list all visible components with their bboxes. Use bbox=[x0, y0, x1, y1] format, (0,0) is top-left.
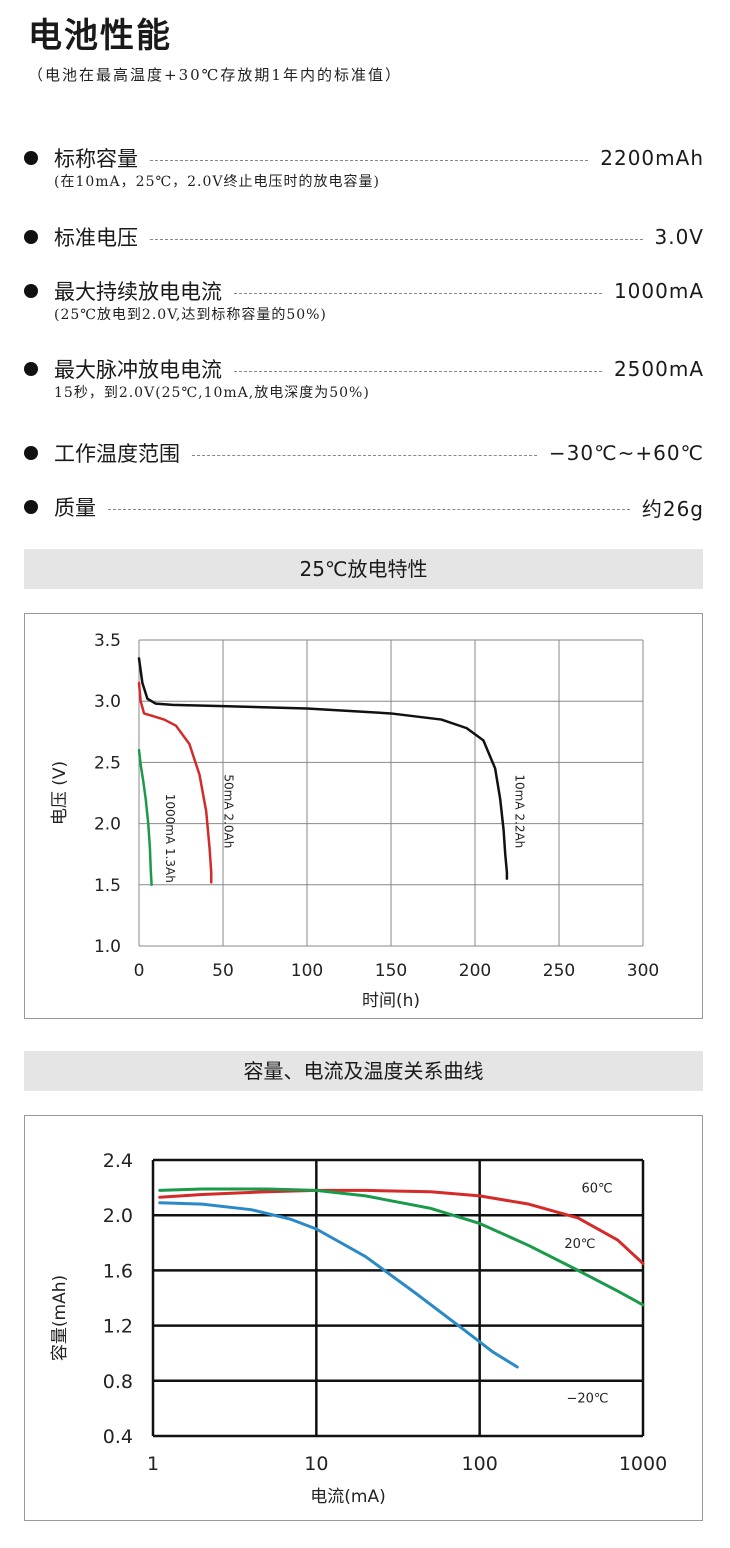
bullet-icon bbox=[24, 446, 38, 460]
x-tick-label: 10 bbox=[304, 1453, 328, 1475]
spec-item-operating-temperature: 工作温度范围 −30℃~+60℃ bbox=[24, 438, 704, 468]
series-line bbox=[158, 1201, 519, 1369]
y-tick-label: 1.6 bbox=[103, 1260, 133, 1282]
spec-value: 约26g bbox=[641, 496, 704, 521]
y-tick-label: 1.5 bbox=[94, 876, 121, 896]
series-label: 20℃ bbox=[564, 1237, 595, 1252]
spec-item-max-pulse-current: 最大脉冲放电电流 2500mA 15秒，到2.0V(25℃,10mA,放电深度为… bbox=[24, 354, 704, 402]
y-tick-label: 3.0 bbox=[94, 692, 121, 712]
y-tick-label: 0.4 bbox=[103, 1426, 133, 1448]
bullet-icon bbox=[24, 151, 38, 165]
y-tick-label: 1.2 bbox=[103, 1316, 133, 1338]
x-tick-label: 1000 bbox=[619, 1453, 667, 1475]
y-tick-label: 2.5 bbox=[94, 753, 121, 773]
spec-label: 工作温度范围 bbox=[54, 442, 180, 466]
y-tick-label: 1.0 bbox=[94, 937, 121, 957]
spec-note: (25℃放电到2.0V,达到标称容量的50%) bbox=[54, 307, 327, 323]
spec-item-capacity: 标称容量 2200mAh (在10mA，25℃，2.0V终止电压时的放电容量) bbox=[24, 143, 704, 191]
spec-label: 标称容量 bbox=[54, 147, 138, 171]
x-tick-label: 0 bbox=[134, 961, 145, 981]
spec-value: 1000mA bbox=[613, 279, 704, 303]
chart-frame-discharge: 0 50 100 150 200 250 300 3.5 3.0 2.5 2.0 1.5 1.0 时间(h… bbox=[24, 613, 703, 1019]
y-tick-label: 2.4 bbox=[103, 1150, 133, 1172]
series-line bbox=[137, 681, 213, 884]
chart-frame-capacity: 1 10 100 1000 2.4 2.0 1.6 1.2 0.8 0.4 电流(mA) 容量(mAh… bbox=[24, 1115, 703, 1521]
leader-dots bbox=[108, 508, 630, 510]
y-tick-label: 3.5 bbox=[94, 631, 121, 651]
series-line bbox=[137, 748, 153, 887]
spec-label: 标准电压 bbox=[54, 226, 138, 250]
bullet-icon bbox=[24, 230, 38, 244]
series-label: 60℃ bbox=[581, 1182, 612, 1197]
page-title: 电池性能 bbox=[28, 16, 172, 56]
spec-value: 2200mAh bbox=[600, 146, 704, 170]
series-label: 1000mA 1.3Ah bbox=[163, 794, 177, 883]
spec-value: −30℃~+60℃ bbox=[548, 441, 704, 465]
leader-dots bbox=[192, 454, 537, 456]
y-tick-label: 0.8 bbox=[103, 1371, 133, 1393]
spec-item-max-continuous-current: 最大持续放电电流 1000mA (25℃放电到2.0V,达到标称容量的50%) bbox=[24, 276, 704, 324]
leader-dots bbox=[234, 292, 602, 294]
x-tick-label: 100 bbox=[462, 1453, 498, 1475]
bullet-icon bbox=[24, 500, 38, 514]
x-tick-label: 250 bbox=[543, 961, 575, 981]
spec-value: 3.0V bbox=[654, 225, 704, 249]
series-label: 10mA 2.2Ah bbox=[512, 774, 526, 848]
x-axis-label: 时间(h) bbox=[362, 991, 420, 1011]
capacity-chart: 1 10 100 1000 2.4 2.0 1.6 1.2 0.8 0.4 电流(mA) 容量(mAh… bbox=[50, 1150, 667, 1507]
series-line bbox=[158, 1187, 645, 1307]
chart-banner-discharge: 25℃放电特性 bbox=[24, 549, 703, 589]
x-tick-label: 50 bbox=[212, 961, 234, 981]
page-subtitle: （电池在最高温度+30℃存放期1年内的标准值） bbox=[28, 66, 402, 84]
spec-item-voltage: 标准电压 3.0V bbox=[24, 222, 704, 252]
discharge-chart: 0 50 100 150 200 250 300 3.5 3.0 2.5 2.0 1.5 1.0 时间(h… bbox=[50, 631, 659, 1011]
spec-value: 2500mA bbox=[613, 357, 704, 381]
spec-note: 15秒，到2.0V(25℃,10mA,放电深度为50%) bbox=[54, 385, 370, 401]
x-tick-label: 100 bbox=[291, 961, 323, 981]
x-axis-label: 电流(mA) bbox=[310, 1487, 385, 1507]
series-label: 50mA 2.0Ah bbox=[222, 774, 236, 848]
leader-dots bbox=[150, 159, 589, 161]
spec-label: 最大脉冲放电电流 bbox=[54, 358, 222, 382]
spec-label: 最大持续放电电流 bbox=[54, 280, 222, 304]
y-tick-label: 2.0 bbox=[103, 1205, 133, 1227]
bullet-icon bbox=[24, 284, 38, 298]
spec-note: (在10mA，25℃，2.0V终止电压时的放电容量) bbox=[54, 174, 380, 190]
bullet-icon bbox=[24, 362, 38, 376]
x-tick-label: 200 bbox=[459, 961, 491, 981]
spec-item-weight: 质量 约26g bbox=[24, 492, 704, 522]
chart-banner-capacity: 容量、电流及温度关系曲线 bbox=[24, 1051, 703, 1091]
x-tick-label: 300 bbox=[627, 961, 659, 981]
x-tick-label: 1 bbox=[147, 1453, 159, 1475]
series-line bbox=[158, 1188, 645, 1265]
spec-label: 质量 bbox=[54, 496, 96, 520]
leader-dots bbox=[234, 370, 602, 372]
series-line bbox=[137, 657, 509, 880]
y-axis-label: 电压 (V) bbox=[50, 761, 70, 825]
leader-dots bbox=[150, 238, 643, 240]
y-tick-label: 2.0 bbox=[94, 815, 121, 835]
y-axis-label: 容量(mAh) bbox=[50, 1275, 70, 1361]
x-tick-label: 150 bbox=[375, 961, 407, 981]
series-label: −20℃ bbox=[566, 1391, 608, 1406]
